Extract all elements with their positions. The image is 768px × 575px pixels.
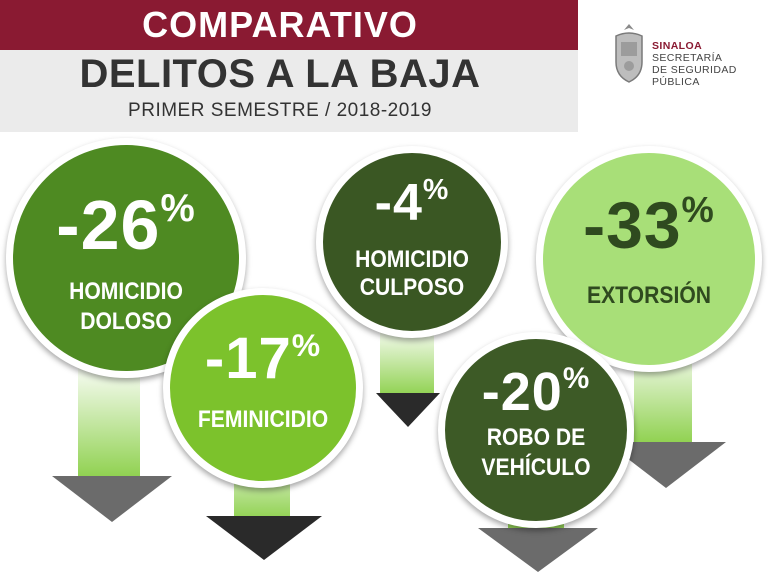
stat-label-line-1: EXTORSIÓN	[586, 282, 711, 309]
stat-unit: %	[160, 186, 196, 230]
stat-circle-homicidio-culposo: -4% HOMICIDIO CULPOSO	[316, 146, 508, 338]
period-label: PRIMER SEMESTRE / 2018-2019	[128, 100, 432, 121]
stat-circle-robo-de-vehiculo: -20% ROBO DE VEHÍCULO	[438, 332, 634, 528]
logo-line-2: SECRETARÍA	[652, 52, 723, 64]
state-seal-icon	[615, 24, 643, 83]
stat-label-line-2: CULPOSO	[359, 274, 465, 301]
stat-circle-feminicidio: -17% FEMINICIDIO	[163, 288, 363, 488]
stat-value: -17	[204, 326, 292, 391]
arrow-stem-homicidio-doloso	[78, 360, 140, 478]
stat-circle-extorsion: -33% EXTORSIÓN	[536, 146, 762, 372]
arrow-down-feminicidio-icon	[206, 516, 322, 560]
page-title: COMPARATIVO	[142, 4, 418, 45]
stat-unit: %	[681, 188, 715, 230]
stat-label-line-1: FEMINICIDIO	[197, 406, 329, 433]
stat-label-line-2: DOLOSO	[80, 308, 172, 335]
header-subtitle-band	[0, 50, 578, 132]
stat-value: -33	[583, 188, 682, 262]
stat-value: -20	[481, 362, 563, 422]
stat-unit: %	[291, 326, 322, 363]
stat-unit: %	[422, 174, 450, 207]
stat-unit: %	[562, 362, 591, 396]
stat-label-line-2: VEHÍCULO	[481, 454, 591, 481]
stat-label-line-1: HOMICIDIO	[69, 278, 183, 305]
stat-label-line-1: ROBO DE	[486, 424, 586, 451]
stat-value: -26	[56, 186, 161, 264]
page-subtitle: DELITOS A LA BAJA	[79, 52, 481, 96]
logo-state: SINALOA	[652, 40, 703, 52]
header-band	[0, 0, 578, 50]
institution-logo: SINALOA SECRETARÍA DE SEGURIDAD PÚBLICA	[610, 22, 760, 88]
arrow-down-homicidio-doloso-icon	[52, 476, 172, 522]
arrow-down-homicidio-culposo-icon	[376, 393, 440, 427]
stat-label-line-1: HOMICIDIO	[355, 246, 469, 273]
logo-line-4: PÚBLICA	[652, 76, 700, 88]
logo-line-3: DE SEGURIDAD	[652, 64, 737, 76]
stat-value: -4	[374, 174, 423, 232]
arrow-down-robo-de-vehiculo-icon	[478, 528, 598, 572]
